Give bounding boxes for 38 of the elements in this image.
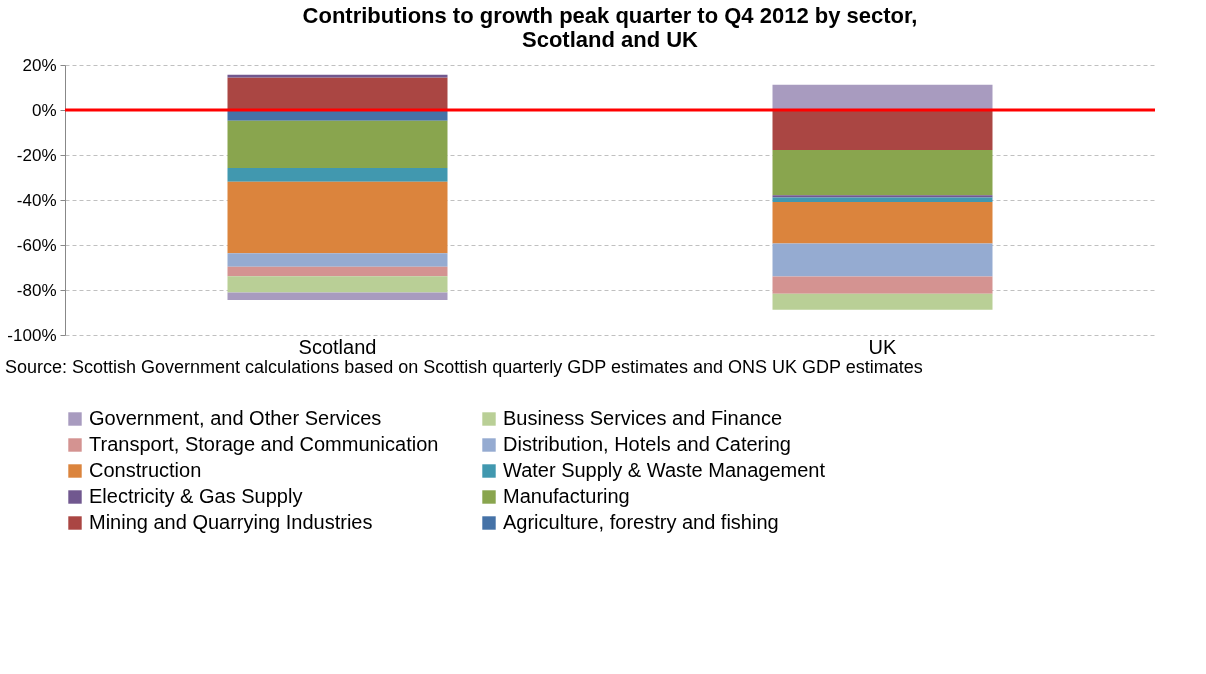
bar	[772, 293, 993, 310]
bar	[772, 276, 993, 294]
y-tick-label: 0%	[31, 100, 57, 120]
bar	[772, 195, 993, 198]
bar	[227, 120, 448, 169]
bar	[772, 202, 993, 244]
bar	[227, 74, 448, 78]
bar	[772, 110, 993, 151]
chart-title: Contributions to growth peak quarter to Q4 2012 by sector, Scotland and UK	[302, 3, 918, 52]
bar	[227, 292, 448, 300]
bar	[772, 150, 993, 196]
bar	[227, 168, 448, 182]
bar	[227, 276, 448, 293]
legend-label: Transport, Storage and Communication	[89, 433, 439, 455]
bar	[772, 84, 993, 110]
legend-label: Government, and Other Services	[89, 407, 382, 429]
bar	[227, 77, 448, 110]
x-tick-label: UK	[868, 335, 898, 358]
legend-label: Manufacturing	[503, 485, 630, 507]
legend-label: Mining and Quarrying Industries	[89, 511, 373, 533]
legend-label: Distribution, Hotels and Catering	[503, 433, 791, 455]
legend-label: Business Services and Finance	[503, 407, 783, 429]
bar	[227, 181, 448, 254]
y-tick-label: 20%	[22, 55, 57, 75]
bar	[227, 266, 448, 277]
y-tick-label: -20%	[16, 145, 57, 165]
bar	[227, 253, 448, 267]
y-tick-label: -100%	[7, 325, 57, 345]
legend-label: Construction	[89, 459, 202, 481]
legend-label: Water Supply & Waste Management	[503, 459, 826, 481]
x-tick-label: Scotland	[298, 335, 377, 358]
bar	[772, 243, 993, 277]
y-tick-label: -40%	[16, 190, 57, 210]
source-note: Source: Scottish Government calculations based on Scottish quarterly GDP estimates and ONS UK GDP estimates	[5, 357, 923, 377]
y-tick-label: -80%	[16, 280, 57, 300]
legend-label: Agriculture, forestry and fishing	[503, 511, 779, 533]
legend-label: Electricity & Gas Supply	[89, 485, 303, 507]
y-tick-label: -60%	[16, 235, 57, 255]
